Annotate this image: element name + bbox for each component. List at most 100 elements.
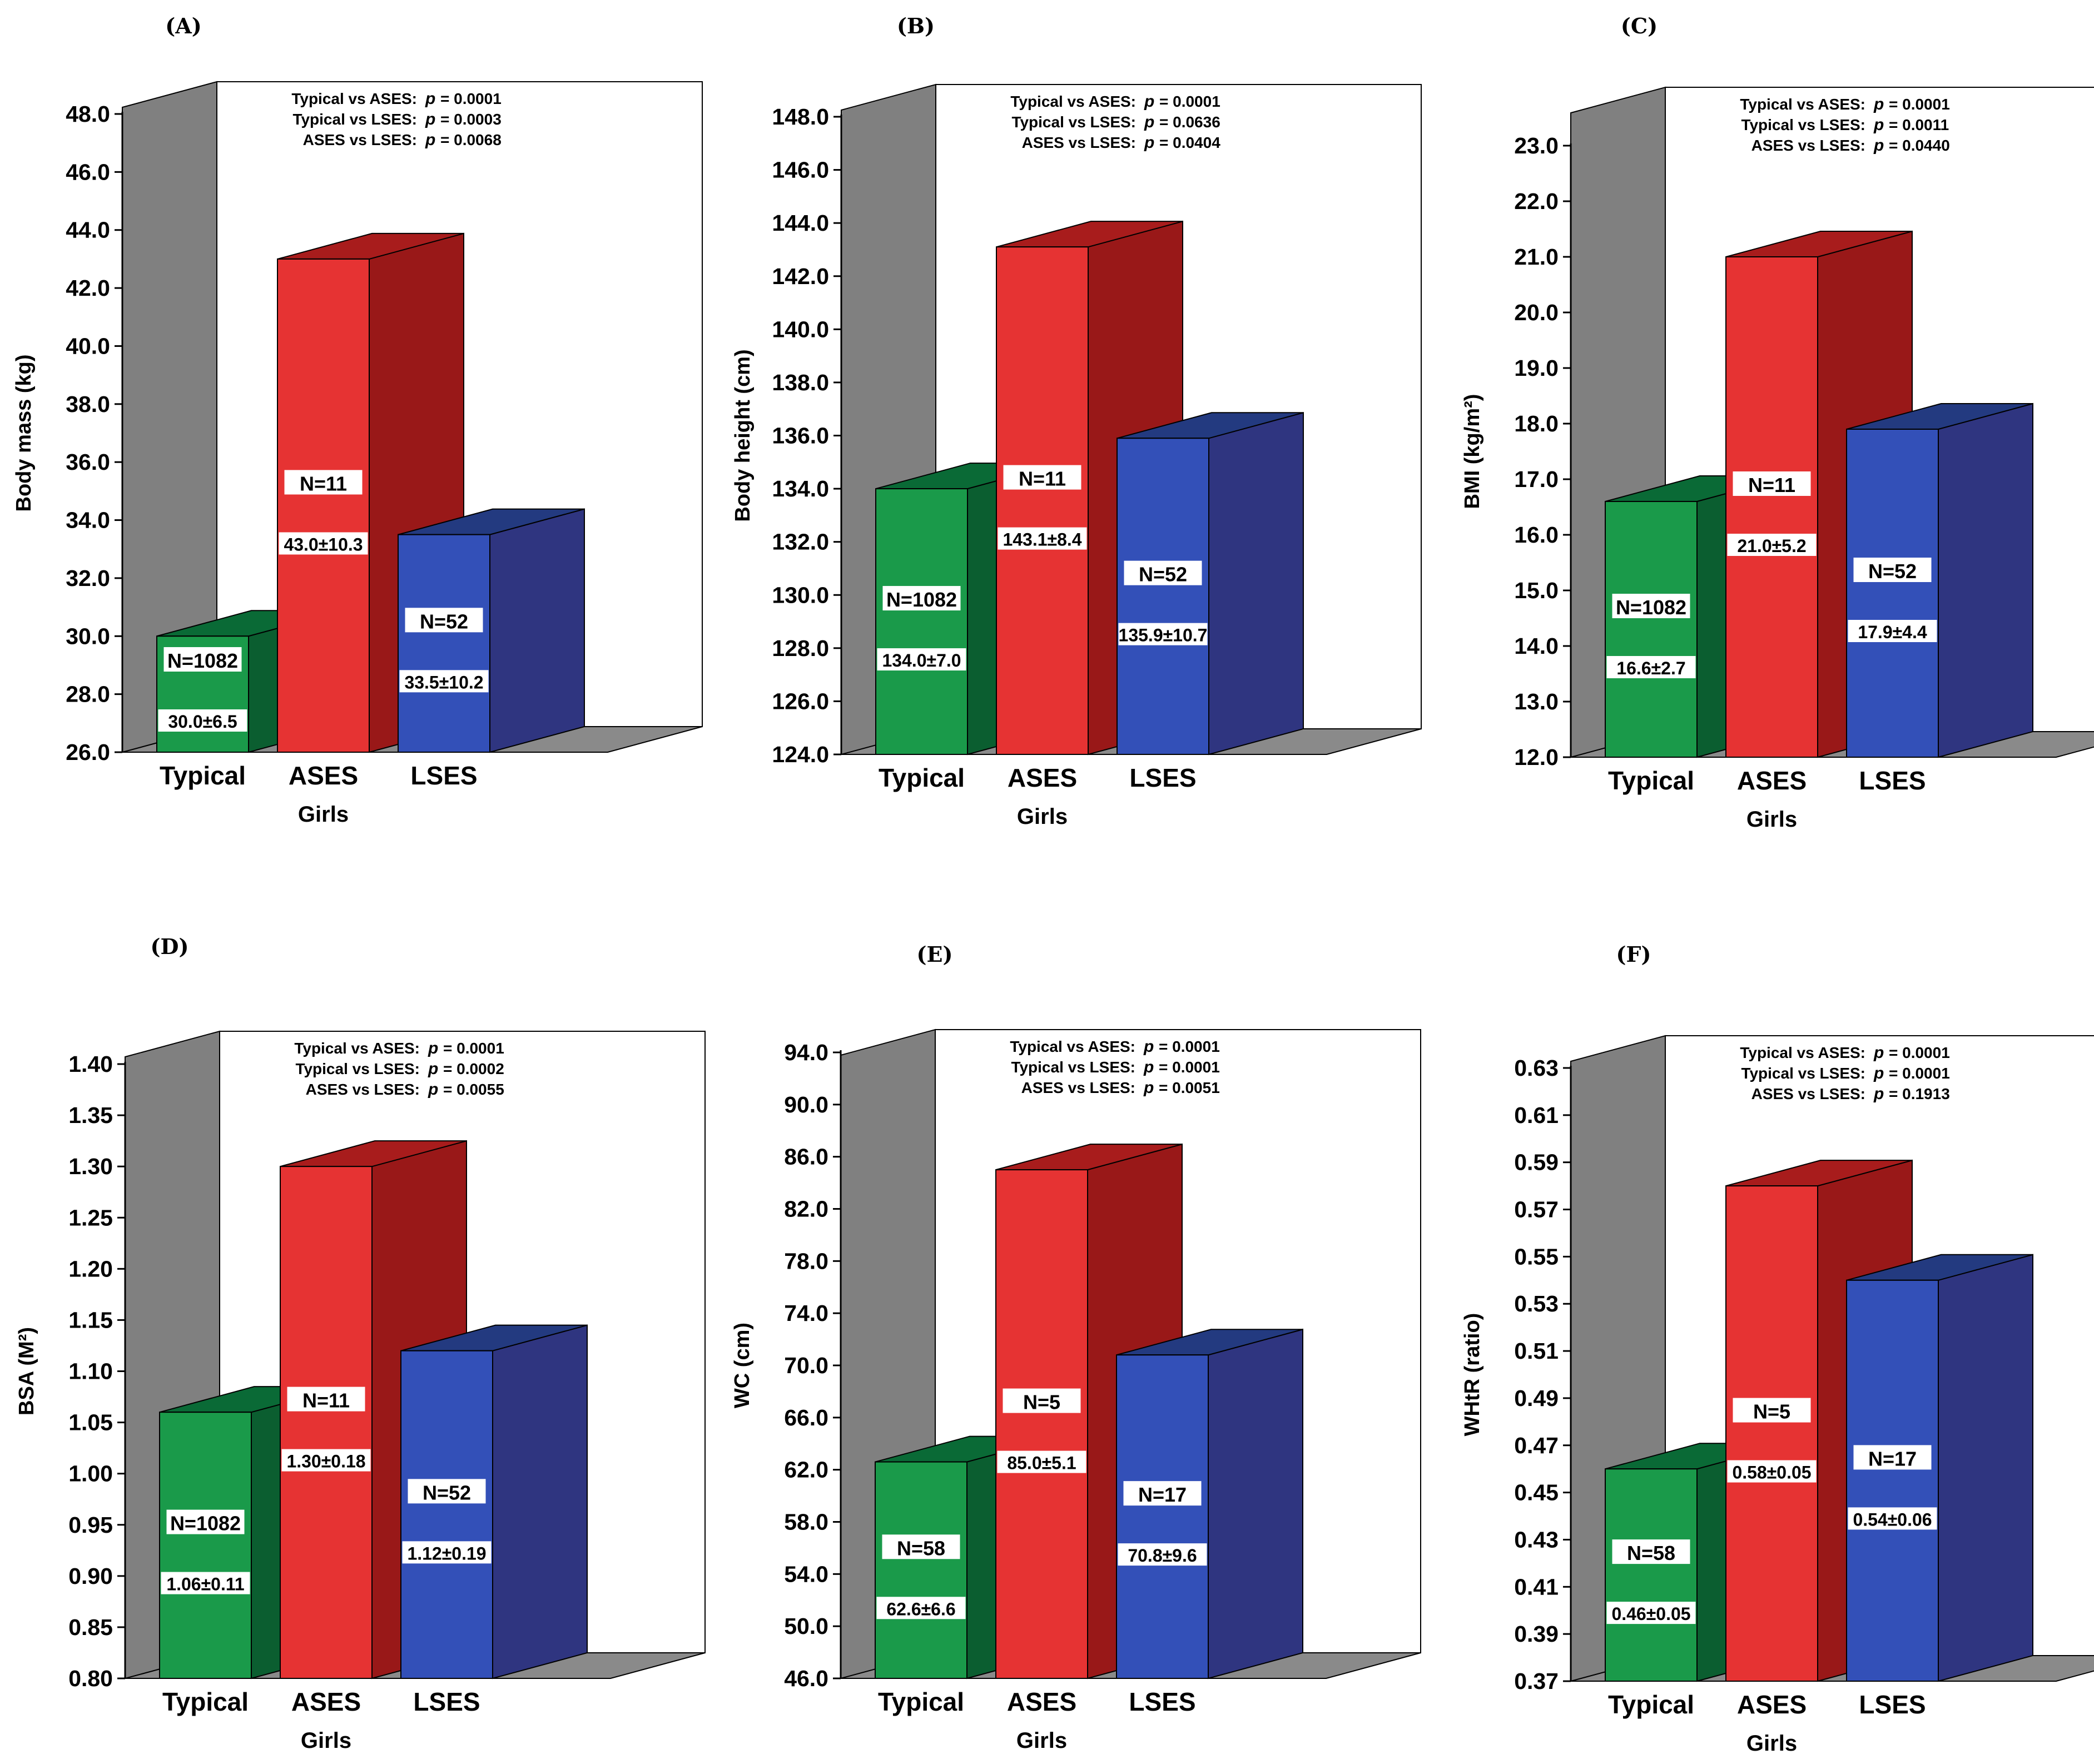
bar-front bbox=[280, 1166, 373, 1679]
y-tick-label: 128.0 bbox=[772, 635, 829, 661]
n-label-box bbox=[1612, 594, 1690, 618]
y-tick-label: 36.0 bbox=[66, 449, 110, 475]
comparison-label: Typical vs ASES: bbox=[1740, 96, 1865, 113]
bar-front bbox=[400, 1350, 493, 1679]
bar-front bbox=[1117, 438, 1209, 755]
n-label-box bbox=[405, 608, 483, 633]
mean-label-box bbox=[1727, 1460, 1817, 1483]
mean-label: 33.5±10.2 bbox=[404, 672, 483, 692]
chart-panel-e: 46.0 50.0 54.0 58.0 62.0 66.0 70.0 74.0 78.0 82.0… bbox=[731, 942, 1421, 1753]
y-tick-label: 1.25 bbox=[68, 1205, 113, 1230]
y-axis-label: WC (cm) bbox=[731, 1323, 754, 1408]
n-label: N=17 bbox=[1138, 1483, 1187, 1506]
y-tick-label: 50.0 bbox=[784, 1613, 828, 1639]
y-tick-label: 18.0 bbox=[1514, 411, 1559, 436]
n-label: N=1082 bbox=[167, 649, 238, 672]
y-tick-label: 1.00 bbox=[68, 1461, 113, 1487]
n-label: N=52 bbox=[420, 610, 468, 633]
bar-side bbox=[1938, 403, 2033, 758]
bar-lses: N=17 70.8±9.6 bbox=[1116, 1328, 1303, 1679]
x-axis-label: Girls bbox=[298, 802, 349, 827]
comparison-label: Typical vs LSES: bbox=[1011, 113, 1136, 131]
n-label: N=52 bbox=[1139, 563, 1187, 586]
y-tick-label: 130.0 bbox=[772, 582, 829, 608]
y-tick-label: 1.10 bbox=[68, 1359, 113, 1384]
comparison-label: Typical vs ASES: bbox=[291, 90, 417, 107]
n-label-box bbox=[287, 1387, 365, 1412]
y-tick-label: 86.0 bbox=[784, 1144, 828, 1170]
panel-label: (D) bbox=[151, 934, 189, 959]
p-value: = 0.0051 bbox=[1159, 1079, 1220, 1096]
mean-label-box bbox=[1606, 1602, 1696, 1624]
panel-label: (A) bbox=[165, 13, 201, 38]
y-tick-label: 136.0 bbox=[772, 423, 829, 449]
category-label: Typical bbox=[1608, 1690, 1694, 1719]
y-tick-label: 46.0 bbox=[784, 1666, 828, 1691]
y-tick-label: 148.0 bbox=[772, 104, 829, 130]
x-axis-label: Girls bbox=[301, 1728, 351, 1753]
y-tick-label: 1.20 bbox=[68, 1256, 113, 1281]
mean-label-box bbox=[399, 670, 489, 693]
p-value: = 0.0001 bbox=[1159, 1059, 1220, 1076]
y-tick-label: 30.0 bbox=[66, 623, 110, 649]
n-label: N=11 bbox=[1748, 474, 1795, 496]
p-value: = 0.0001 bbox=[1889, 1044, 1950, 1061]
bar-front bbox=[1846, 429, 1939, 758]
mean-label-box bbox=[281, 1449, 371, 1472]
p-value: = 0.0011 bbox=[1889, 116, 1949, 133]
mean-label-box bbox=[1118, 623, 1208, 645]
y-tick-label: 0.57 bbox=[1514, 1197, 1559, 1223]
y-tick-label: 19.0 bbox=[1514, 355, 1559, 381]
mean-label: 62.6±6.6 bbox=[886, 1599, 955, 1619]
bar-front bbox=[277, 258, 370, 753]
p-value: = 0.0002 bbox=[443, 1060, 504, 1077]
mean-label-box bbox=[877, 648, 966, 671]
y-tick-label: 0.59 bbox=[1514, 1150, 1559, 1175]
mean-label: 30.0±6.5 bbox=[168, 712, 237, 732]
y-tick-label: 134.0 bbox=[772, 476, 829, 501]
chart-panel-f: 0.37 0.39 0.41 0.43 0.45 0.47 0.49 0.51 0.53 0.55… bbox=[1461, 942, 2094, 1756]
category-label: Typical bbox=[162, 1687, 249, 1716]
y-tick-label: 142.0 bbox=[772, 264, 829, 289]
chart-panel-b: 124.0 126.0 128.0 130.0 132.0 134.0 136.0 138.0… bbox=[731, 13, 1422, 829]
y-tick-label: 46.0 bbox=[66, 159, 110, 185]
mean-label-box bbox=[279, 532, 368, 555]
bar-lses: N=52 1.12±0.19 bbox=[400, 1324, 588, 1679]
y-tick-label: 0.63 bbox=[1514, 1055, 1559, 1081]
panel-label: (E) bbox=[917, 942, 953, 967]
n-label: N=58 bbox=[1627, 1542, 1675, 1564]
n-label: N=1082 bbox=[1616, 596, 1686, 619]
y-tick-label: 0.43 bbox=[1514, 1527, 1559, 1552]
category-label: LSES bbox=[1129, 1687, 1195, 1716]
y-tick-label: 0.37 bbox=[1514, 1668, 1559, 1694]
y-tick-label: 0.61 bbox=[1514, 1102, 1559, 1128]
panel-label: (B) bbox=[897, 13, 935, 38]
bar-typical: N=1082 16.6±2.7 bbox=[1605, 475, 1792, 758]
y-tick-label: 132.0 bbox=[772, 529, 829, 555]
y-tick-label: 0.39 bbox=[1514, 1621, 1559, 1647]
p-value: = 0.0440 bbox=[1889, 137, 1950, 154]
mean-label-box bbox=[998, 527, 1087, 550]
n-label-box bbox=[166, 1509, 245, 1534]
mean-label-box bbox=[402, 1541, 492, 1564]
y-tick-label: 0.85 bbox=[68, 1614, 113, 1640]
p-value: = 0.0001 bbox=[1159, 1038, 1220, 1055]
y-tick-label: 17.0 bbox=[1514, 466, 1559, 492]
y-tick-label: 40.0 bbox=[66, 333, 110, 359]
y-tick-label: 1.30 bbox=[68, 1154, 113, 1179]
y-axis-label: BSA (M²) bbox=[15, 1327, 38, 1415]
p-value: = 0.0001 bbox=[443, 1040, 504, 1057]
category-label: ASES bbox=[1737, 766, 1807, 795]
y-tick-label: 0.80 bbox=[68, 1666, 113, 1691]
n-label-box bbox=[163, 647, 242, 672]
p-value: = 0.0001 bbox=[1889, 1065, 1950, 1082]
category-label: LSES bbox=[1129, 763, 1196, 792]
y-tick-label: 62.0 bbox=[784, 1457, 828, 1483]
comparison-label: Typical vs LSES: bbox=[295, 1060, 420, 1077]
n-label: N=52 bbox=[423, 1481, 471, 1504]
bar-side bbox=[492, 1324, 588, 1679]
mean-label-box bbox=[876, 1597, 966, 1619]
p-symbol: p bbox=[1143, 1079, 1154, 1097]
n-label-box bbox=[284, 470, 363, 495]
y-tick-label: 0.95 bbox=[68, 1512, 113, 1538]
